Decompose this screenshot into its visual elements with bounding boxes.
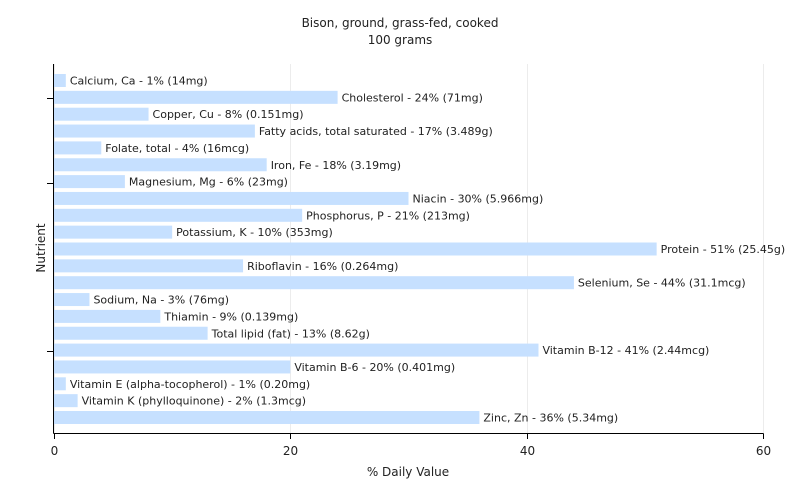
- bar-label-10: Protein - 51% (25.45g): [661, 243, 786, 256]
- x-tick-label-2: 40: [520, 444, 535, 458]
- bar-12: [54, 276, 574, 290]
- data-labels: Calcium, Ca - 1% (14mg) Cholesterol - 24%…: [70, 75, 785, 425]
- bar-0: [54, 74, 66, 87]
- x-tick-label-0: 0: [51, 444, 59, 458]
- bar-label-12: Selenium, Se - 44% (31.1mcg): [578, 277, 746, 290]
- bar-label-9: Potassium, K - 10% (353mg): [176, 226, 333, 239]
- chart-subtitle: 100 grams: [368, 33, 433, 47]
- axes: 0 20 40 60: [47, 64, 771, 458]
- chart-title: Bison, ground, grass-fed, cooked: [302, 16, 499, 30]
- bars: [54, 74, 657, 424]
- x-tick-label-3: 60: [756, 444, 771, 458]
- bar-label-18: Vitamin E (alpha-tocopherol) - 1% (0.20m…: [70, 378, 310, 391]
- bar-8: [54, 208, 303, 222]
- bar-label-2: Copper, Cu - 8% (0.151mg): [153, 108, 304, 121]
- bar-label-8: Phosphorus, P - 21% (213mg): [306, 209, 470, 222]
- bar-label-13: Sodium, Na - 3% (76mg): [93, 294, 229, 307]
- bar-label-11: Riboflavin - 16% (0.264mg): [247, 260, 398, 273]
- bar-label-5: Iron, Fe - 18% (3.19mg): [271, 159, 401, 172]
- bar-10: [54, 242, 657, 256]
- bar-1: [54, 90, 338, 104]
- bar-13: [54, 293, 90, 307]
- bar-6: [54, 175, 125, 189]
- bar-label-3: Fatty acids, total saturated - 17% (3.48…: [259, 125, 493, 138]
- y-axis-label: Nutrient: [34, 223, 48, 273]
- bar-11: [54, 259, 244, 273]
- bar-label-20: Zinc, Zn - 36% (5.34mg): [483, 412, 618, 425]
- bar-label-1: Cholesterol - 24% (71mg): [342, 91, 483, 104]
- bar-4: [54, 141, 102, 155]
- bar-7: [54, 191, 409, 205]
- bar-9: [54, 225, 173, 239]
- bar-16: [54, 343, 539, 357]
- bar-label-17: Vitamin B-6 - 20% (0.401mg): [294, 361, 455, 374]
- bar-18: [54, 377, 66, 391]
- bar-2: [54, 107, 149, 121]
- bar-15: [54, 326, 208, 340]
- bar-20: [54, 411, 480, 424]
- bar-17: [54, 360, 291, 374]
- bar-label-4: Folate, total - 4% (16mcg): [105, 142, 249, 155]
- x-tick-label-1: 20: [283, 444, 298, 458]
- bar-label-19: Vitamin K (phylloquinone) - 2% (1.3mcg): [82, 395, 306, 408]
- bar-label-14: Thiamin - 9% (0.139mg): [163, 310, 298, 323]
- bar-label-16: Vitamin B-12 - 41% (2.44mcg): [542, 344, 709, 357]
- bar-label-0: Calcium, Ca - 1% (14mg): [70, 75, 208, 88]
- bar-label-7: Niacin - 30% (5.966mg): [413, 192, 544, 205]
- bar-label-15: Total lipid (fat) - 13% (8.62g): [211, 327, 370, 340]
- bar-3: [54, 124, 255, 138]
- bar-5: [54, 158, 267, 172]
- bar-14: [54, 309, 161, 323]
- x-axis-label: % Daily Value: [367, 465, 449, 479]
- bar-label-6: Magnesium, Mg - 6% (23mg): [129, 176, 288, 189]
- bar-19: [54, 394, 78, 408]
